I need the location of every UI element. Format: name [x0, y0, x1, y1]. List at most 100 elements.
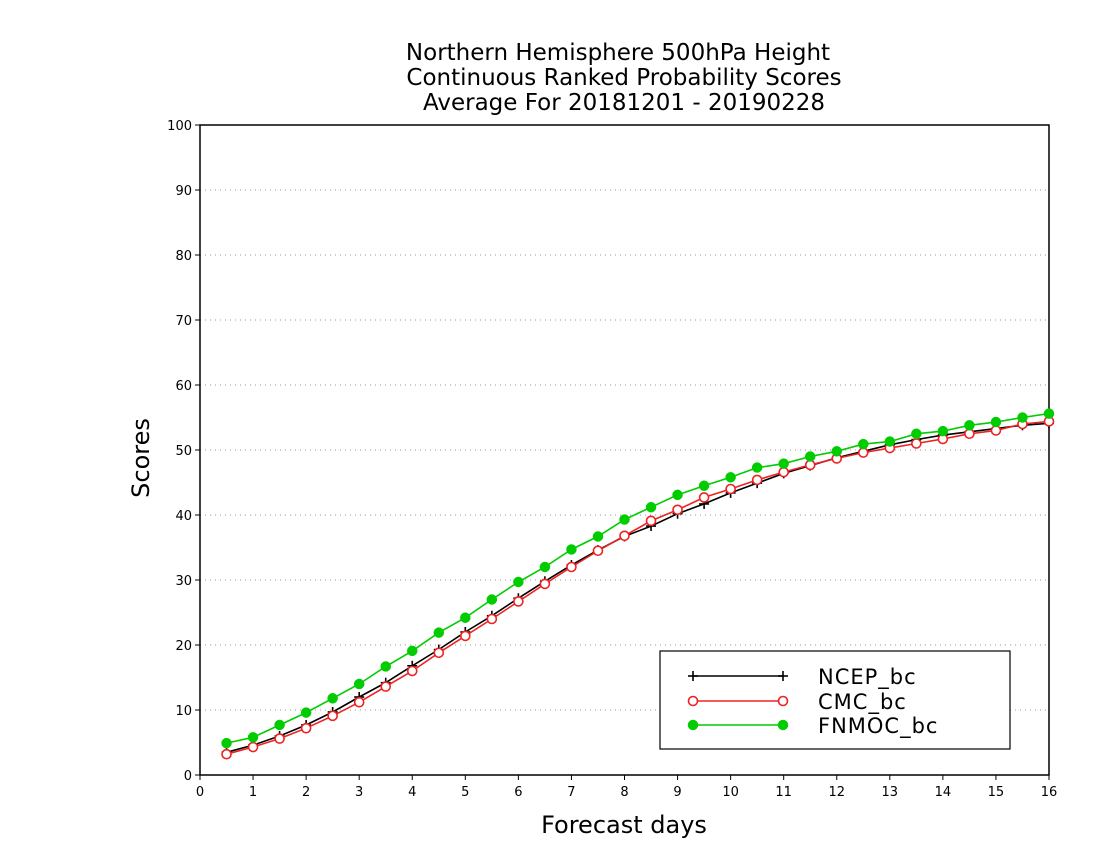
y-tick-label: 20 [175, 639, 192, 654]
data-point-open-circle [911, 438, 922, 449]
data-point-open-circle [327, 710, 338, 722]
data-point-filled-circle [566, 544, 577, 555]
y-tick-label: 30 [175, 574, 192, 589]
data-point-open-circle [539, 578, 551, 590]
legend-label: FNMOC_bc [818, 714, 938, 739]
data-point-filled-circle [777, 719, 789, 731]
x-tick-label: 15 [988, 785, 1005, 800]
data-point-filled-circle [407, 645, 418, 657]
data-point-open-circle [406, 665, 418, 677]
data-point-filled-circle [221, 737, 232, 749]
data-point-open-circle [687, 695, 699, 707]
data-point-plus [778, 671, 788, 681]
legend-entry: NCEP_bc [688, 665, 917, 690]
data-point-open-circle [592, 545, 604, 557]
data-point-open-circle [778, 466, 789, 478]
y-tick-label: 40 [175, 509, 192, 524]
data-point-filled-circle [725, 472, 736, 483]
x-tick-label: 9 [673, 785, 681, 800]
y-tick-label: 70 [175, 314, 192, 329]
data-point-filled-circle [592, 531, 604, 542]
series-line [226, 422, 1050, 754]
data-point-filled-circle [884, 436, 896, 447]
x-tick-label: 0 [196, 785, 204, 800]
data-point-open-circle [964, 428, 975, 440]
x-tick-label: 1 [249, 785, 257, 800]
x-tick-label: 4 [408, 785, 416, 800]
chart-title: Northern Hemisphere 500hPa Height Contin… [406, 40, 842, 116]
data-point-open-circle [274, 733, 285, 744]
y-tick-label: 90 [175, 184, 192, 199]
y-axis-ticks: 0 10 20 30 40 50 60 70 80 90 100 [167, 119, 200, 784]
data-point-filled-circle [247, 732, 259, 743]
data-point-open-circle [857, 447, 869, 458]
data-point-filled-circle [990, 416, 1002, 428]
series-cmc-bc [221, 416, 1055, 760]
data-point-open-circle [990, 425, 1002, 436]
title-line-2: Continuous Ranked Probability Scores [406, 65, 841, 91]
data-point-filled-circle [380, 661, 391, 672]
y-tick-label: 100 [167, 119, 192, 134]
data-point-filled-circle [645, 501, 657, 513]
series-layer [221, 408, 1055, 760]
data-point-filled-circle [804, 451, 816, 462]
x-axis-ticks: 0 1 2 3 4 5 6 7 8 9 10 11 12 13 14 15 16 [196, 775, 1057, 800]
data-point-filled-circle [698, 480, 710, 491]
data-point-filled-circle [751, 462, 763, 473]
data-point-filled-circle [300, 707, 312, 718]
data-point-open-circle [804, 459, 816, 471]
x-tick-label: 8 [620, 785, 628, 800]
data-point-filled-circle [619, 514, 630, 525]
data-point-filled-circle [539, 561, 551, 573]
data-point-open-circle [698, 492, 710, 503]
series-fnmoc-bc [221, 408, 1055, 749]
x-tick-label: 12 [828, 785, 845, 800]
data-point-filled-circle [486, 594, 498, 605]
data-point-filled-circle [858, 438, 869, 450]
data-point-filled-circle [353, 678, 365, 690]
data-point-filled-circle [831, 446, 842, 457]
plot-frame [199, 124, 1050, 776]
title-line-3: Average For 20181201 - 20190228 [423, 90, 825, 116]
data-point-filled-circle [964, 420, 975, 431]
x-tick-label: 14 [935, 785, 952, 800]
data-point-filled-circle [778, 458, 789, 469]
data-point-filled-circle [1017, 412, 1028, 423]
data-point-filled-circle [460, 612, 471, 623]
legend-label: NCEP_bc [818, 665, 917, 690]
legend-label: CMC_bc [818, 690, 907, 715]
data-point-open-circle [486, 613, 498, 625]
data-point-open-circle [619, 530, 630, 542]
legend-box [659, 650, 1011, 750]
y-tick-label: 50 [175, 444, 192, 459]
data-point-open-circle [300, 722, 312, 734]
data-point-open-circle [751, 474, 763, 486]
data-point-filled-circle [513, 576, 524, 588]
data-point-open-circle [725, 483, 736, 495]
x-tick-label: 11 [775, 785, 792, 800]
data-point-filled-circle [327, 693, 338, 704]
x-tick-label: 2 [302, 785, 310, 800]
y-tick-label: 60 [175, 379, 192, 394]
x-tick-label: 6 [514, 785, 522, 800]
legend-entry: FNMOC_bc [687, 714, 938, 739]
data-point-filled-circle [672, 489, 683, 501]
data-point-open-circle [433, 647, 445, 659]
data-point-filled-circle [433, 627, 445, 638]
x-tick-label: 5 [461, 785, 469, 800]
data-point-filled-circle [911, 428, 922, 439]
data-point-open-circle [645, 515, 657, 527]
x-axis-label: Forecast days [541, 811, 707, 839]
data-point-open-circle [566, 561, 577, 573]
data-point-plus [688, 671, 698, 681]
y-tick-label: 80 [175, 249, 192, 264]
data-point-open-circle [777, 695, 789, 707]
data-point-filled-circle [687, 719, 699, 731]
data-point-open-circle [247, 741, 259, 753]
x-tick-label: 10 [722, 785, 739, 800]
y-tick-label: 10 [175, 704, 192, 719]
title-line-1: Northern Hemisphere 500hPa Height [406, 40, 830, 66]
data-point-filled-circle [274, 719, 285, 731]
